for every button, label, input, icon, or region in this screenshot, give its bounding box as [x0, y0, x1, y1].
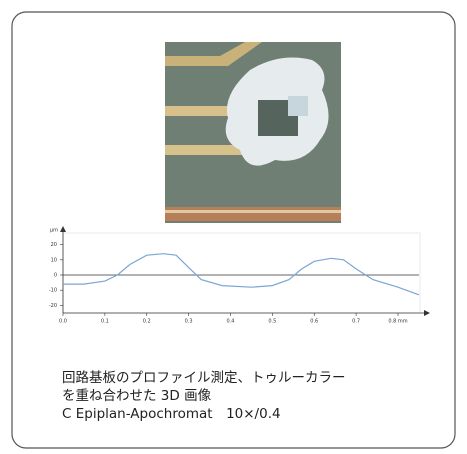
y-tick-label: 10 [51, 257, 57, 263]
y-tick-label: -10 [49, 288, 57, 294]
x-tick-label: 0.3 [185, 319, 193, 325]
x-tick-label: 0.1 [101, 319, 109, 325]
y-tick-label: 20 [51, 242, 57, 248]
y-tick-label: 0 [54, 273, 57, 279]
x-tick-label: 0.4 [227, 319, 235, 325]
micrograph [165, 42, 341, 223]
x-tick-label: 0.6 [310, 319, 318, 325]
y-axis-label: µm [50, 228, 58, 234]
y-axis-arrow [60, 226, 66, 232]
x-tick-label: 0.8 mm [388, 319, 407, 325]
caption-line: を重ね合わせた 3D 画像 [62, 388, 212, 404]
x-tick-label: 0.0 [59, 319, 67, 325]
caption-line: 回路基板のプロファイル測定、トゥルーカラー [62, 370, 346, 386]
x-tick-label: 0.7 [352, 319, 360, 325]
y-tick-label: -20 [49, 303, 57, 309]
x-axis-arrow [424, 310, 430, 316]
card-border [11, 11, 456, 449]
x-tick-label: 0.2 [143, 319, 151, 325]
profile-line [63, 253, 420, 296]
x-tick-label: 0.5 [268, 319, 276, 325]
caption-line: C Epiplan-Apochromat 10×/0.4 [62, 406, 281, 422]
